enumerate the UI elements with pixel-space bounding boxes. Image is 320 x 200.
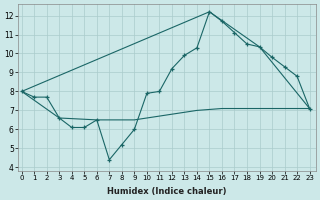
X-axis label: Humidex (Indice chaleur): Humidex (Indice chaleur) — [107, 187, 227, 196]
